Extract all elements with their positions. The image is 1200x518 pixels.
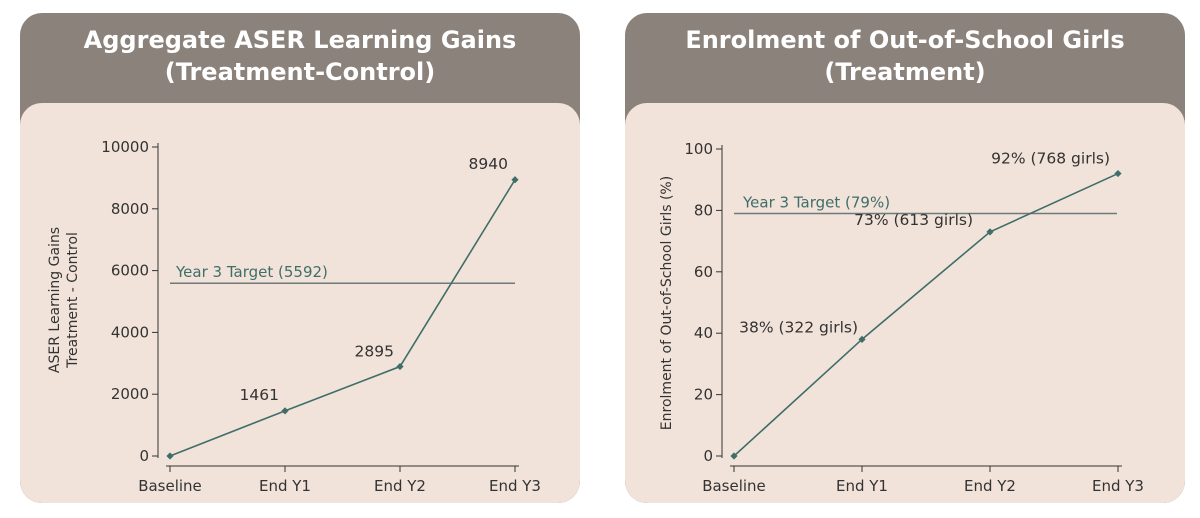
- chart-title: Enrolment of Out-of-School Girls (Treatm…: [625, 13, 1185, 103]
- data-point-marker: [730, 452, 738, 460]
- target-label: Year 3 Target (79%): [742, 193, 890, 211]
- data-label: 92% (768 girls): [991, 150, 1110, 168]
- y-tick-label: 8000: [111, 200, 149, 218]
- chart-body: 0 2000 4000 6000 8000 10000 Baseline End Y1 End …: [20, 103, 580, 503]
- x-tick-label: End Y3: [489, 477, 541, 495]
- data-label: 1461: [240, 386, 279, 404]
- series-line: [733, 172, 1119, 457]
- y-tick-label: 6000: [111, 262, 149, 280]
- x-tick-label: Baseline: [138, 477, 202, 495]
- data-label: 2895: [355, 343, 394, 361]
- data-point-marker: [281, 407, 289, 415]
- x-tick-label: End Y1: [259, 477, 311, 495]
- data-label: 38% (322 girls): [739, 318, 858, 336]
- data-label: 8940: [469, 155, 508, 173]
- y-tick-label: 60: [694, 263, 713, 281]
- x-tick-label: End Y3: [1092, 477, 1144, 495]
- data-point-marker: [511, 176, 519, 184]
- chart-title-line-1: Enrolment of Out-of-School Girls: [685, 25, 1125, 54]
- y-tick-label: 2000: [111, 385, 149, 403]
- y-axis-title: Enrolment of Out-of-School Girls (%): [659, 176, 675, 430]
- y-tick-label: 0: [703, 447, 713, 465]
- chart-body: 0 20 40 60 80 100 Baseline End Y1 End Y2 End Y3 En…: [625, 103, 1185, 503]
- y-tick-label: 20: [694, 386, 713, 404]
- y-tick-label: 4000: [111, 323, 149, 341]
- x-tick-label: End Y2: [374, 477, 426, 495]
- data-point-marker: [166, 452, 174, 460]
- aser-line-chart: 0 2000 4000 6000 8000 10000 Baseline End Y1 End …: [47, 138, 541, 495]
- chart-title-line-1: Aggregate ASER Learning Gains: [83, 25, 517, 54]
- chart-title: Aggregate ASER Learning Gains (Treatment…: [20, 13, 580, 103]
- data-point-marker: [396, 362, 404, 371]
- enrolment-line-chart: 0 20 40 60 80 100 Baseline End Y1 End Y2 End Y3 En…: [659, 140, 1144, 495]
- data-label: 73% (613 girls): [854, 211, 973, 229]
- data-point-marker: [986, 228, 994, 236]
- chart-title-line-2: (Treatment): [824, 58, 986, 86]
- y-axis-title: Treatment - Control: [65, 232, 81, 369]
- x-tick-label: Baseline: [702, 477, 766, 495]
- chart-title-line-2: (Treatment-Control): [164, 58, 436, 86]
- series-line: [169, 179, 516, 457]
- chart-panel-enrolment: Enrolment of Out-of-School Girls (Treatm…: [625, 13, 1185, 503]
- x-tick-label: End Y2: [964, 477, 1016, 495]
- y-tick-label: 10000: [101, 138, 149, 156]
- target-label: Year 3 Target (5592): [175, 263, 328, 281]
- chart-panel-aser: Aggregate ASER Learning Gains (Treatment…: [20, 13, 580, 503]
- y-axis-title: ASER Learning Gains: [47, 227, 63, 373]
- y-tick-label: 80: [694, 201, 713, 219]
- y-tick-label: 0: [139, 447, 149, 465]
- x-tick-label: End Y1: [836, 477, 888, 495]
- data-point-marker: [1114, 169, 1122, 178]
- y-tick-label: 40: [694, 324, 713, 342]
- y-tick-label: 100: [684, 140, 713, 158]
